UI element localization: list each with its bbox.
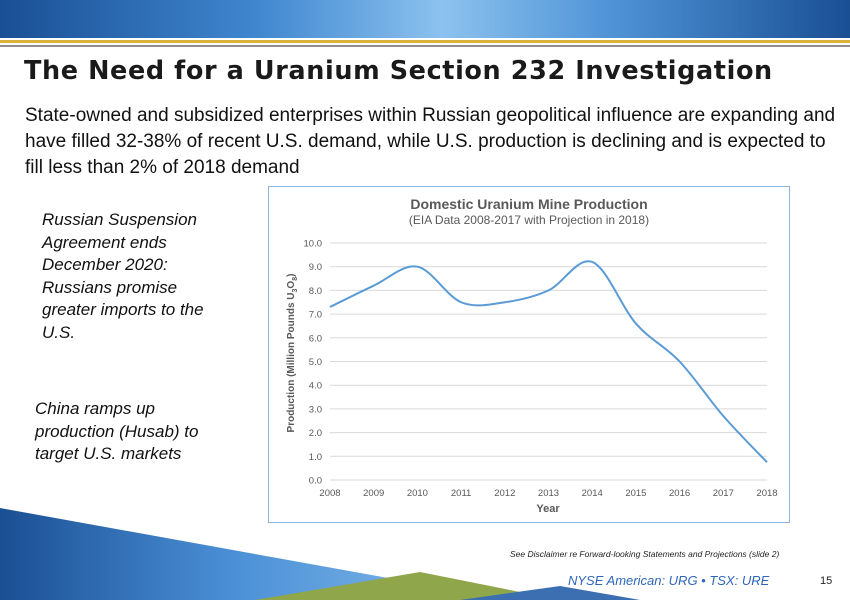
- chart-canvas: Domestic Uranium Mine Production (EIA Da…: [286, 196, 778, 515]
- header-gold-rule: [0, 40, 850, 43]
- x-tick-label: 2010: [407, 488, 428, 499]
- y-tick-label: 9.0: [309, 262, 322, 273]
- x-tick-label: 2017: [713, 488, 734, 499]
- x-tick-label: 2012: [494, 488, 515, 499]
- y-tick-label: 0.0: [309, 476, 322, 487]
- y-tick-label: 8.0: [309, 286, 322, 297]
- header-band: [0, 0, 850, 38]
- page-number: 15: [820, 575, 833, 587]
- series-line: [329, 260, 768, 463]
- y-tick-label: 1.0: [309, 452, 322, 463]
- footer-decoration: [0, 508, 640, 600]
- y-tick-label: 4.0: [309, 381, 322, 392]
- x-tick-label: 2015: [625, 488, 646, 499]
- note-russia-agreement: Russian Suspension Agreement ends Decemb…: [42, 210, 204, 342]
- y-axis-label-sub1: 3: [292, 288, 299, 292]
- y-tick-label: 7.0: [309, 310, 322, 321]
- y-tick-label: 10.0: [304, 239, 323, 250]
- y-axis-label-mid: O: [286, 281, 297, 289]
- y-axis-label-prefix: Production (Million Pounds U: [286, 292, 297, 432]
- chart-subtitle: (EIA Data 2008-2017 with Projection in 2…: [409, 213, 649, 227]
- y-axis-label-sub2: 8: [292, 277, 299, 281]
- slide-subtitle: State-owned and subsidized enterprises w…: [25, 105, 836, 178]
- y-axis-label: Production (Million Pounds U3O8): [286, 274, 299, 433]
- y-axis-label-suffix: ): [286, 274, 297, 277]
- chart-title: Domestic Uranium Mine Production: [410, 196, 647, 212]
- note-china-husab: China ramps up production (Husab) to tar…: [35, 399, 199, 463]
- forward-looking-disclaimer: See Disclaimer re Forward-looking Statem…: [510, 549, 780, 559]
- x-tick-label: 2009: [363, 488, 384, 499]
- uranium-production-chart: Domestic Uranium Mine Production (EIA Da…: [268, 186, 790, 523]
- header-gray-rule: [0, 45, 850, 47]
- chart-gridlines: [330, 242, 767, 481]
- x-tick-label: 2008: [319, 488, 340, 499]
- y-tick-label: 6.0: [309, 333, 322, 344]
- x-tick-label: 2011: [451, 488, 471, 499]
- x-tick-label: 2014: [582, 488, 603, 499]
- x-tick-label: 2013: [538, 488, 559, 499]
- x-tick-label: 2016: [669, 488, 690, 499]
- y-axis-ticks: 0.0 1.0 2.0 3.0 4.0 5.0 6.0 7.0 8.0 9.0 10.0: [304, 239, 323, 487]
- x-axis-ticks: 2008 2009 2010 2011 2012 2013 2014 2015 2016 2017…: [319, 488, 777, 499]
- x-tick-label: 2018: [756, 488, 777, 499]
- y-tick-label: 5.0: [309, 357, 322, 368]
- chart-series: [329, 260, 768, 463]
- x-axis-label: Year: [536, 503, 560, 515]
- y-tick-label: 2.0: [309, 428, 322, 439]
- stock-ticker: NYSE American: URG • TSX: URE: [568, 573, 770, 588]
- slide-title: The Need for a Uranium Section 232 Inves…: [24, 56, 773, 86]
- y-tick-label: 3.0: [309, 404, 322, 415]
